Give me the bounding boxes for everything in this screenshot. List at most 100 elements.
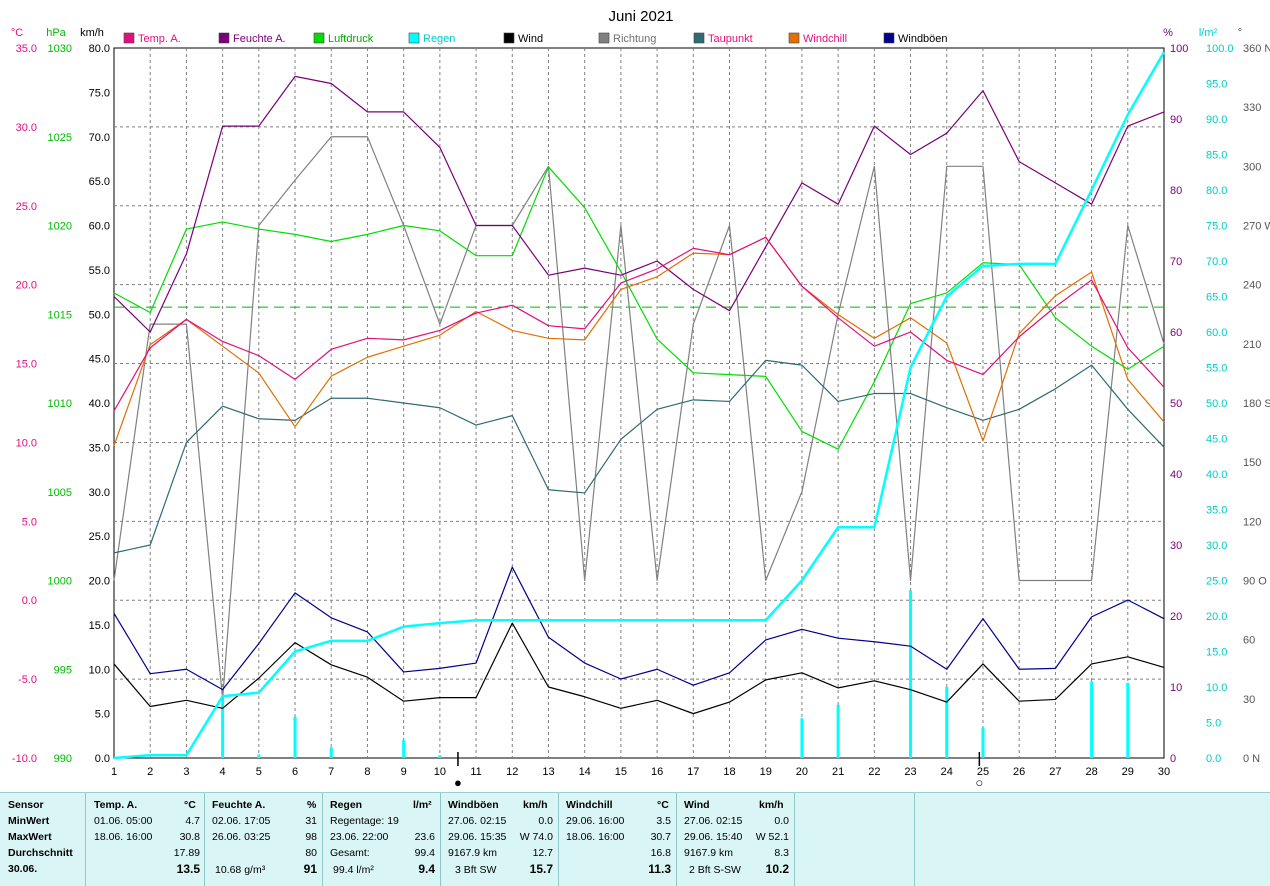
axis-unit-label: °C [11, 27, 23, 39]
weather-chart: Juni 2021 35.030.025.020.015.010.05.00.0… [11, 8, 1270, 790]
rain-header: Regen [330, 799, 363, 811]
wind-axis-tick: 5.0 [95, 709, 110, 721]
temp-column: Temp. A. °C 01.06. 05:00 4.7 18.06. 16:0… [86, 793, 205, 886]
gust-header: Windböen [448, 799, 499, 811]
gust-min-date: 27.06. 02:15 [448, 815, 507, 827]
x-tick-label: 19 [760, 766, 772, 778]
x-tick-label: 21 [832, 766, 844, 778]
pressure-axis-tick: 1025 [48, 132, 72, 144]
x-tick-label: 2 [147, 766, 153, 778]
x-tick-label: 4 [220, 766, 226, 778]
sensor-header: Sensor [8, 799, 44, 811]
grid [113, 47, 1165, 759]
wind-axis-tick: 25.0 [89, 531, 110, 543]
temp-axis-tick: 30.0 [16, 122, 37, 134]
row-label-avg: Durchschnitt [8, 847, 73, 859]
statistics-table: Sensor MinWert MaxWert Durchschnitt 30.0… [0, 792, 1270, 886]
wind-axis-tick: 65.0 [89, 176, 110, 188]
x-tick-label: 27 [1049, 766, 1061, 778]
series-line-taupunkt [113, 359, 1165, 554]
axis-unit-label: hPa [46, 27, 66, 39]
x-tick-label: 24 [941, 766, 953, 778]
x-tick-label: 3 [183, 766, 189, 778]
direction-axis-tick: 0 N [1243, 753, 1260, 765]
legend-swatch [883, 32, 895, 44]
wind-max: W 52.1 [755, 831, 789, 843]
empty-column [795, 793, 915, 886]
pressure-axis-tick: 1030 [48, 43, 72, 55]
rain-total-unit: 99.4 l/m² [333, 864, 374, 876]
rain-max: 23.6 [414, 831, 435, 843]
legend-label: Windchill [803, 33, 847, 45]
wind-unit: km/h [759, 799, 784, 811]
humidity-axis-tick: 50 [1170, 398, 1182, 410]
humidity-axis-tick: 60 [1170, 327, 1182, 339]
series-line-temp-a- [113, 236, 1165, 412]
wind-axis-tick: 0.0 [95, 753, 110, 765]
direction-axis-tick: 330 [1243, 102, 1261, 114]
windchill-max-date: 18.06. 16:00 [566, 831, 625, 843]
rain-axis-tick: 60.0 [1206, 327, 1227, 339]
x-tick-label: 20 [796, 766, 808, 778]
axis-unit-label: ° [1238, 27, 1242, 39]
rain-axis-tick: 80.0 [1206, 185, 1227, 197]
gust-beaufort: 3 Bft SW [455, 864, 497, 876]
daily-rain-bar [909, 590, 913, 758]
humidity-max-date: 26.06. 03:25 [212, 831, 271, 843]
direction-axis-tick: 120 [1243, 516, 1261, 528]
series-line-windchill [113, 236, 1165, 446]
wind-column: Wind km/h 27.06. 02:15 0.0 29.06. 15:40 … [677, 793, 795, 886]
wind-axis-tick: 35.0 [89, 442, 110, 454]
daily-rain-bar [221, 696, 225, 758]
wind-header: Wind [684, 799, 710, 811]
legend-label: Wind [518, 33, 543, 45]
direction-axis-tick: 150 [1243, 457, 1261, 469]
pressure-axis-tick: 1010 [48, 398, 72, 410]
wind-axis-tick: 80.0 [89, 43, 110, 55]
rain-axis-tick: 65.0 [1206, 292, 1227, 304]
legend-label: Regen [423, 33, 455, 45]
series-lines [113, 51, 1166, 760]
x-tick-label: 1 [111, 766, 117, 778]
series-line-luftdruck [113, 166, 1165, 450]
wind-axis-tick: 60.0 [89, 221, 110, 233]
windchill-min-date: 29.06. 16:00 [566, 815, 625, 827]
daily-rain-bar [981, 727, 985, 758]
rain-total-label: Gesamt: [330, 847, 370, 859]
humidity-min: 31 [305, 815, 317, 827]
series-line-windböen [113, 566, 1165, 691]
rain-axis-tick: 100.0 [1206, 43, 1234, 55]
humidity-axis-tick: 100 [1170, 43, 1188, 55]
windchill-min: 3.5 [656, 815, 671, 827]
rain-axis-tick: 50.0 [1206, 398, 1227, 410]
x-tick-label: 30 [1158, 766, 1170, 778]
direction-axis-tick: 240 [1243, 280, 1261, 292]
wind-axis-tick: 45.0 [89, 354, 110, 366]
x-tick-label: 23 [904, 766, 916, 778]
rain-column: Regen l/m² Regentage: 19 23.06. 22:00 23… [323, 793, 441, 886]
rain-axis-tick: 30.0 [1206, 540, 1227, 552]
humidity-unit: % [307, 799, 317, 811]
legend-label: Windböen [898, 33, 948, 45]
daily-rain-bars [221, 590, 1130, 758]
temp-unit: °C [184, 799, 196, 811]
rain-axis-tick: 55.0 [1206, 363, 1227, 375]
temp-header: Temp. A. [94, 799, 138, 811]
humidity-header: Feuchte A. [212, 799, 266, 811]
row-label-max: MaxWert [8, 831, 52, 843]
rain-axis-tick: 0.0 [1206, 753, 1221, 765]
rain-axis-tick: 10.0 [1206, 682, 1227, 694]
rain-axis-tick: 75.0 [1206, 221, 1227, 233]
daily-rain-bar [438, 755, 442, 758]
rain-days: Regentage: 19 [330, 815, 399, 827]
humidity-absolute: 10.68 g/m³ [215, 864, 266, 876]
legend-swatch [218, 32, 230, 44]
axes: 35.030.025.020.015.010.05.00.0-5.0-10.01… [11, 27, 1270, 778]
x-tick-label: 15 [615, 766, 627, 778]
gust-max-date: 29.06. 15:35 [448, 831, 507, 843]
rain-axis-tick: 45.0 [1206, 434, 1227, 446]
rain-axis-tick: 15.0 [1206, 647, 1227, 659]
gust-unit: km/h [523, 799, 548, 811]
x-tick-label: 12 [506, 766, 518, 778]
humidity-axis-tick: 20 [1170, 611, 1182, 623]
